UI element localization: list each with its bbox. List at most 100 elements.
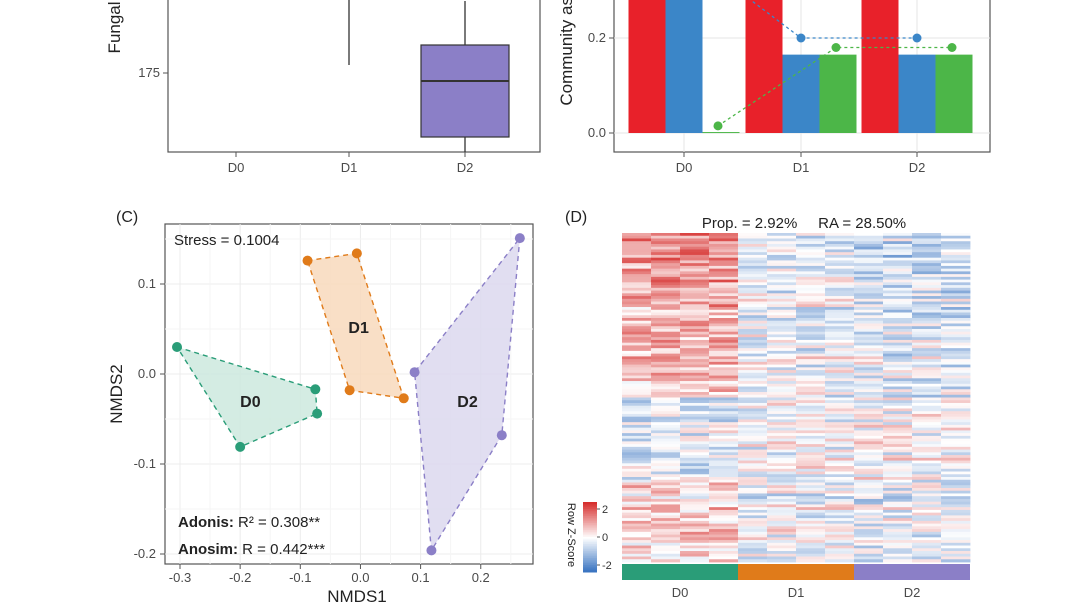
heatmap-cell <box>680 257 710 261</box>
heatmap-cell <box>883 309 913 313</box>
heatmap-cell <box>767 389 797 393</box>
heatmap-cell <box>680 279 710 283</box>
heatmap-cell <box>854 268 884 272</box>
heatmap-cell <box>854 471 884 475</box>
heatmap-cell <box>825 394 855 398</box>
heatmap-cell <box>883 287 913 291</box>
heatmap-cell <box>854 493 884 497</box>
heatmap-cell <box>622 370 652 374</box>
heatmap-cell <box>912 422 942 426</box>
heatmap-cell <box>622 468 652 472</box>
heatmap-cell <box>941 471 971 475</box>
heatmap-cell <box>941 309 971 313</box>
heatmap-cell <box>941 430 971 434</box>
heatmap-cell <box>680 326 710 330</box>
heatmap-cell <box>738 252 768 256</box>
heatmap-cell <box>709 515 739 519</box>
heatmap-cell <box>825 309 855 313</box>
heatmap-cell <box>622 317 652 322</box>
heatmap-cell <box>709 285 739 289</box>
heatmap-cell <box>941 463 971 467</box>
heatmap-cell <box>767 493 797 497</box>
heatmap-cell <box>883 279 913 283</box>
heatmap-cell <box>854 342 884 346</box>
heatmap-cell <box>941 323 971 327</box>
heatmap-cell <box>883 359 913 363</box>
panel-a-boxes <box>348 0 510 152</box>
heatmap-cell <box>941 433 971 437</box>
heatmap-cell <box>912 504 942 508</box>
heatmap-cell <box>796 397 826 401</box>
heatmap-cell <box>854 381 884 385</box>
heatmap-cell <box>622 356 652 360</box>
heatmap-cell <box>709 372 739 376</box>
heatmap-cell <box>651 356 681 360</box>
heatmap-cell <box>738 435 768 440</box>
heatmap-cell <box>709 394 739 398</box>
heatmap-cell <box>622 487 652 492</box>
heatmap-cell <box>854 386 884 390</box>
heatmap-cell <box>709 496 739 500</box>
heatmap-cell <box>854 290 884 294</box>
heatmap-cell <box>738 452 768 456</box>
heatmap-cell <box>738 370 768 374</box>
heatmap-cell <box>941 416 971 420</box>
heatmap-cell <box>825 400 855 404</box>
heatmap-cell <box>883 441 913 445</box>
heatmap-cell <box>738 296 768 300</box>
heatmap-cell <box>941 241 971 245</box>
heatmap-cell <box>854 468 884 472</box>
heatmap-cell <box>651 279 681 283</box>
heatmap-cell <box>767 518 797 522</box>
heatmap-cell <box>680 422 710 426</box>
heatmap-cell <box>767 551 797 555</box>
heatmap-cell <box>651 553 681 557</box>
a-xtick-label: D2 <box>457 160 474 175</box>
heatmap-cell <box>912 320 942 324</box>
heatmap-cell <box>912 350 942 355</box>
heatmap-cell <box>941 345 971 349</box>
heatmap-cell <box>767 260 797 264</box>
heatmap-cell <box>622 455 652 459</box>
heatmap-cell <box>912 274 942 278</box>
c-xtick-label: 0.2 <box>472 570 490 585</box>
heatmap-cell <box>796 441 826 445</box>
heatmap-cell <box>941 260 971 264</box>
heatmap-cell <box>883 241 913 245</box>
heatmap-cell <box>738 463 768 467</box>
heatmap-cell <box>680 537 710 541</box>
heatmap-cell <box>738 350 768 355</box>
heatmap-cell <box>738 274 768 278</box>
heatmap-cell <box>796 433 826 437</box>
heatmap-cell <box>883 540 913 544</box>
heatmap-cell <box>709 350 739 355</box>
heatmap-cell <box>825 430 855 434</box>
heatmap-cell <box>912 392 942 396</box>
heatmap-cell <box>767 356 797 360</box>
heatmap-cell <box>941 474 971 478</box>
heatmap-cell <box>883 372 913 376</box>
heatmap-cell <box>709 471 739 475</box>
heatmap-cell <box>854 556 884 560</box>
heatmap-cell <box>825 279 855 283</box>
heatmap-cell <box>883 553 913 557</box>
heatmap-cell <box>709 320 739 324</box>
heatmap-cell <box>622 315 652 319</box>
heatmap-cell <box>912 520 942 525</box>
heatmap-cell <box>651 452 681 456</box>
heatmap-cell <box>680 339 710 344</box>
heatmap-cell <box>796 518 826 522</box>
b-ytick-label: 0.2 <box>588 30 606 45</box>
heatmap-cell <box>941 307 971 311</box>
heatmap-cell <box>854 413 884 418</box>
heatmap-cell <box>854 233 884 237</box>
heatmap-cell <box>941 413 971 418</box>
heatmap-cell <box>767 312 797 316</box>
heatmap-cell <box>622 507 652 511</box>
heatmap-cell <box>912 482 942 486</box>
heatmap-cell <box>622 331 652 335</box>
heatmap-cell <box>651 507 681 511</box>
heatmap-cell <box>738 392 768 396</box>
heatmap-cell <box>854 520 884 525</box>
heatmap-cell <box>825 287 855 291</box>
